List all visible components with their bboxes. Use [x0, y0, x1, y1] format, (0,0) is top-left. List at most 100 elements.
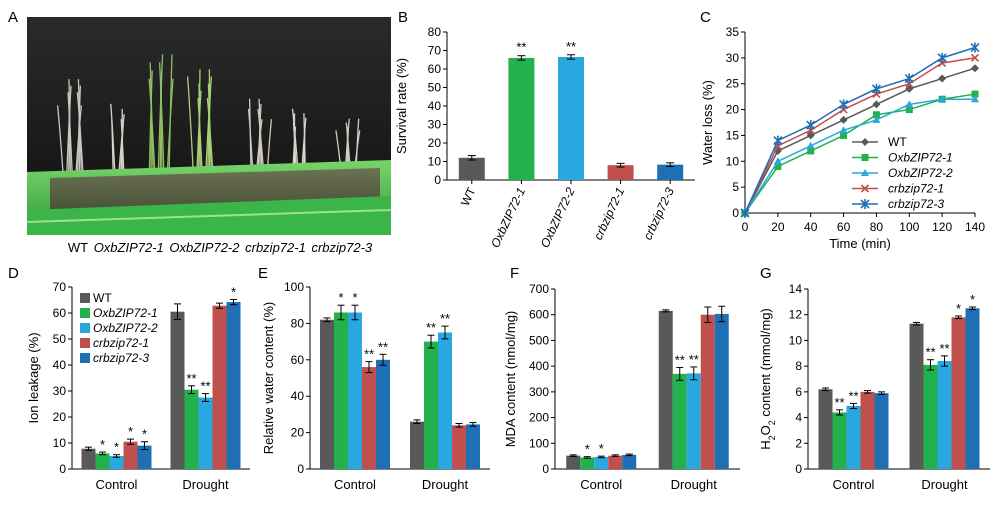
- y-tick-label: 5: [732, 180, 739, 194]
- legend-label: OxbZIP72-1: [888, 151, 953, 165]
- x-tick-label: 60: [837, 220, 851, 234]
- y-tick-label: 50: [53, 332, 67, 346]
- legend-marker: [861, 138, 869, 146]
- y-tick-label: 25: [726, 77, 740, 91]
- y-tick-label: 60: [291, 353, 305, 367]
- panel-letter-e: E: [258, 265, 268, 282]
- y-axis-label: H2O2 content (mmol/mg): [758, 308, 777, 450]
- caption-wt: WT: [67, 240, 89, 255]
- bar-oxbzip72-2: [558, 56, 584, 180]
- y-axis-label-part: 2: [767, 420, 777, 425]
- legend-label: OxbZIP72-2: [93, 321, 158, 335]
- y-axis-label-part: O: [758, 425, 773, 435]
- bar-wt: [458, 157, 485, 180]
- significance-label: **: [426, 320, 436, 335]
- y-tick-label: 20: [726, 103, 740, 117]
- y-tick-label: 40: [291, 389, 305, 403]
- significance-label: **: [516, 40, 526, 55]
- legend-marker: [861, 154, 869, 161]
- x-category-label: Control: [833, 477, 875, 492]
- y-tick-label: 100: [284, 280, 304, 294]
- data-point: [839, 115, 848, 124]
- bar-wt-control: [566, 455, 581, 469]
- series-line-wt: [744, 67, 976, 214]
- legend-marker: [861, 169, 869, 176]
- y-tick-label: 20: [53, 410, 67, 424]
- bar-oxbzip72-2-control: [348, 312, 362, 469]
- legend-marker: [860, 199, 870, 209]
- data-point: [971, 95, 979, 103]
- series-line-crbzip72-1: [744, 57, 976, 214]
- legend-swatch: [80, 293, 90, 303]
- y-tick-label: 6: [795, 385, 802, 399]
- panel-c-chart: 0 5 10 15 20 25 30 35 0 20 40 60 80 100 120 140 Time (mi…: [700, 25, 985, 251]
- caption-cr3: crbzip72-3: [311, 240, 373, 255]
- data-point: [839, 99, 849, 110]
- y-tick-label: 12: [789, 308, 803, 322]
- caption-cr1: crbzip72-1: [245, 240, 306, 255]
- significance-label: *: [970, 292, 975, 307]
- data-point: [774, 162, 782, 170]
- significance-label: *: [599, 441, 604, 456]
- y-tick-label: 0: [795, 462, 802, 476]
- x-tick-label: 140: [965, 220, 985, 234]
- x-category-label: Drought: [921, 477, 968, 492]
- y-tick-label: 700: [529, 282, 549, 296]
- photo-caption: WT OxbZIP72-1 OxbZIP72-2 crbzip72-1 crbz…: [40, 240, 400, 255]
- x-category-label: Drought: [422, 477, 469, 492]
- y-tick-label: 600: [529, 308, 549, 322]
- x-category-label: Control: [334, 477, 376, 492]
- significance-label: **: [566, 39, 576, 54]
- y-axis-label-part: 2: [767, 435, 777, 440]
- y-tick-label: 10: [726, 154, 740, 168]
- significance-label: **: [939, 341, 949, 356]
- bar-oxbzip72-2-control: [109, 456, 124, 469]
- significance-label: **: [834, 395, 844, 410]
- bar-oxbzip72-1-control: [95, 453, 110, 469]
- bar-crbzip72-1-drought: [452, 425, 466, 469]
- y-tick-label: 0: [732, 206, 739, 220]
- data-point: [905, 84, 914, 93]
- bar-wt-drought: [658, 310, 673, 469]
- significance-label: *: [956, 301, 961, 316]
- x-tick-label: 20: [771, 220, 785, 234]
- y-tick-label: 4: [795, 411, 802, 425]
- y-tick-label: 200: [529, 411, 549, 425]
- bar-oxbzip72-2-control: [594, 456, 609, 469]
- data-point: [806, 141, 815, 149]
- data-point: [871, 83, 881, 94]
- y-axis-label: Relative water content (%): [261, 302, 276, 454]
- data-point: [971, 64, 979, 73]
- legend-marker: [860, 184, 870, 193]
- bar-wt-control: [81, 448, 96, 469]
- bar-oxbzip72-2-drought: [198, 397, 213, 469]
- y-tick-label: 2: [795, 436, 802, 450]
- series-line-oxbzip72-2: [744, 98, 975, 214]
- y-axis-label: Water loss (%): [700, 80, 715, 165]
- significance-label: **: [200, 379, 210, 394]
- y-tick-label: 30: [428, 118, 442, 132]
- y-axis-label: Survival rate (%): [394, 58, 409, 154]
- data-point: [970, 42, 980, 53]
- y-axis-label: MDA content (nmol/mg): [503, 311, 518, 448]
- significance-label: **: [689, 352, 699, 367]
- significance-label: **: [186, 371, 196, 386]
- panel-letter-c: C: [700, 9, 711, 26]
- bar-crbzip72-3-drought: [466, 424, 480, 469]
- significance-label: **: [675, 352, 685, 367]
- data-point: [938, 95, 947, 103]
- data-point: [839, 126, 848, 134]
- y-tick-label: 60: [428, 62, 442, 76]
- legend-swatch: [80, 338, 90, 348]
- significance-label: *: [585, 442, 590, 457]
- y-tick-label: 8: [795, 359, 802, 373]
- y-tick-label: 300: [529, 385, 549, 399]
- caption-ox2: OxbZIP72-2: [169, 240, 240, 255]
- y-tick-label: 0: [297, 462, 304, 476]
- y-tick-label: 10: [789, 333, 803, 347]
- y-tick-label: 10: [53, 436, 67, 450]
- y-tick-label: 30: [726, 51, 740, 65]
- significance-label: *: [231, 284, 236, 299]
- bar-crbzip72-3-drought: [965, 308, 980, 469]
